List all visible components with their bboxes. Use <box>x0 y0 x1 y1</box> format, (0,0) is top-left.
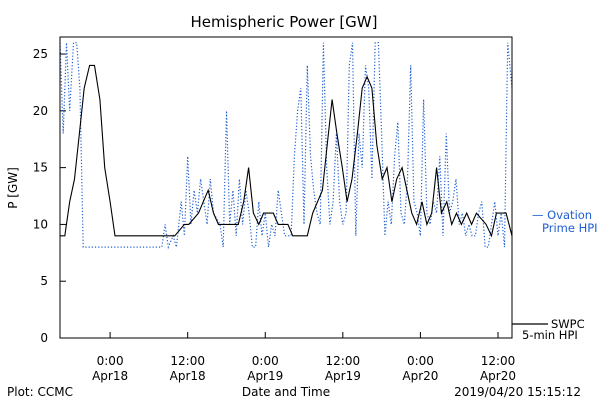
ovation-legend-line1: — Ovation <box>532 208 592 222</box>
x-tick-time-label: 12:00 <box>170 354 205 368</box>
x-tick-date-label: Apr19 <box>247 369 283 383</box>
y-tick-label: 25 <box>33 47 48 61</box>
y-tick-label: 20 <box>33 104 48 118</box>
x-axis: 0:00Apr1812:00Apr180:00Apr1912:00Apr190:… <box>92 332 516 383</box>
ovation-legend-line2: Prime HPI <box>542 221 598 235</box>
x-tick-time-label: 0:00 <box>252 354 279 368</box>
y-tick-label: 5 <box>40 274 48 288</box>
x-tick-date-label: Apr19 <box>325 369 361 383</box>
y-tick-label: 10 <box>33 217 48 231</box>
x-tick-date-label: Apr20 <box>480 369 516 383</box>
plot-area <box>59 42 513 250</box>
plot-frame <box>59 36 513 339</box>
chart-title: Hemispheric Power [GW] <box>191 13 378 31</box>
y-axis: 0 5 10 15 20 25 <box>33 47 66 345</box>
x-axis-title: Date and Time <box>242 385 330 399</box>
x-tick-time-label: 12:00 <box>326 354 361 368</box>
y-axis-label: P [GW] <box>6 167 20 209</box>
swpc-legend-line1: SWPC <box>551 317 585 331</box>
ovation-prime-series-line <box>59 42 513 250</box>
x-tick-date-label: Apr18 <box>170 369 206 383</box>
plot-credit: Plot: CCMC <box>7 385 73 399</box>
x-tick-date-label: Apr20 <box>402 369 438 383</box>
swpc-hpi-series-line <box>60 64 513 238</box>
x-tick-time-label: 0:00 <box>97 354 124 368</box>
y-tick-label: 0 <box>40 331 48 345</box>
y-tick-label: 15 <box>33 161 48 175</box>
timestamp: 2019/04/20 15:15:12 <box>454 385 581 399</box>
x-tick-date-label: Apr18 <box>92 369 128 383</box>
x-tick-time-label: 0:00 <box>407 354 434 368</box>
x-tick-time-label: 12:00 <box>481 354 516 368</box>
swpc-legend-line2: 5-min HPI <box>522 328 578 342</box>
